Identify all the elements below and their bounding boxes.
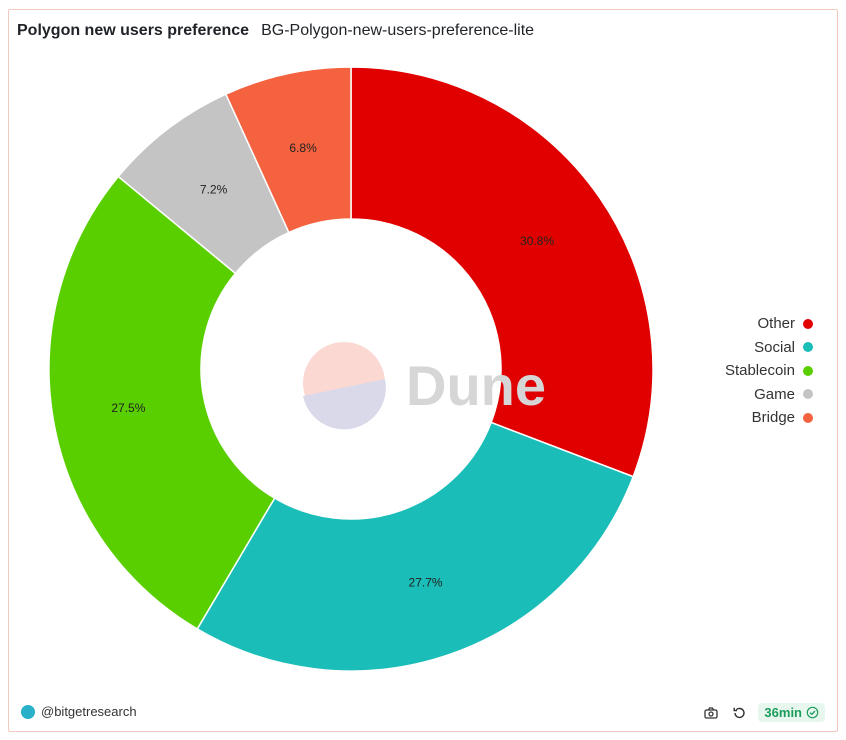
slice-label-other: 30.8% [520, 234, 554, 248]
legend-label: Bridge [751, 409, 795, 427]
chart-title: Polygon new users preference [17, 22, 250, 39]
chart-legend: Other Social Stablecoin Game Bridge [725, 315, 813, 427]
slice-labels: 30.8% 27.7% 27.5% 7.2% 6.8% [111, 141, 554, 589]
legend-label: Stablecoin [724, 362, 795, 380]
slice-label-bridge: 6.8% [289, 141, 317, 155]
refresh-status-badge[interactable]: 36min [758, 703, 825, 722]
legend-dot-icon [803, 389, 813, 400]
legend-item-game[interactable]: Game [754, 386, 813, 404]
legend-dot-icon [803, 318, 813, 329]
donut-chart: Dune 30.8% 27.7% 27.5% 7.2% 6.8% [48, 66, 654, 672]
check-circle-icon [806, 706, 819, 719]
refresh-icon[interactable] [730, 704, 748, 722]
legend-dot-icon [803, 365, 813, 376]
refresh-time: 36min [764, 705, 802, 720]
legend-label: Other [757, 315, 795, 333]
legend-item-stablecoin[interactable]: Stablecoin [725, 362, 813, 380]
slice-social[interactable] [196, 421, 635, 672]
slice-other[interactable] [350, 66, 654, 478]
legend-item-other[interactable]: Other [757, 315, 813, 333]
legend-item-bridge[interactable]: Bridge [752, 409, 813, 427]
author-avatar-icon [21, 704, 35, 719]
slice-label-game: 7.2% [200, 183, 228, 197]
query-name[interactable]: BG-Polygon-new-users-preference-lite [261, 22, 535, 39]
chart-header: Polygon new users preference BG-Polygon-… [17, 22, 534, 40]
watermark-text: Dune [406, 354, 546, 417]
legend-dot-icon [803, 342, 813, 353]
camera-icon[interactable] [702, 704, 720, 722]
legend-label: Game [754, 385, 795, 403]
author-info[interactable]: @bitgetresearch [21, 704, 137, 719]
legend-label: Social [754, 338, 795, 356]
chart-card: Polygon new users preference BG-Polygon-… [8, 9, 838, 732]
slice-label-social: 27.7% [409, 575, 443, 589]
legend-item-social[interactable]: Social [754, 339, 813, 357]
donut-slices [48, 66, 654, 672]
chart-actions: 36min [702, 703, 825, 722]
legend-dot-icon [803, 412, 813, 423]
slice-bridge[interactable] [224, 66, 352, 234]
slice-stablecoin[interactable] [48, 175, 276, 630]
dune-watermark: Dune [303, 342, 546, 430]
author-name[interactable]: @bitgetresearch [41, 704, 137, 719]
slice-label-stablecoin: 27.5% [111, 401, 145, 415]
